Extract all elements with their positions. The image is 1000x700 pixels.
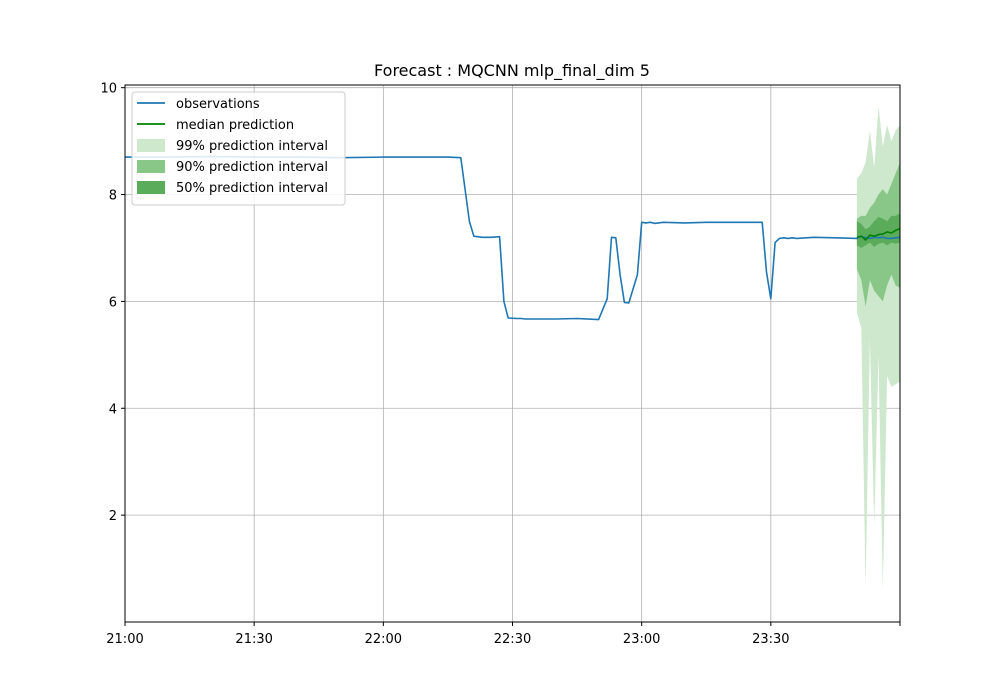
legend-box bbox=[131, 91, 346, 206]
legend-label-pi90: 90% prediction interval bbox=[176, 160, 328, 175]
legend-label-pi50: 50% prediction interval bbox=[176, 181, 328, 196]
legend-swatch-pi50 bbox=[137, 181, 165, 194]
band-50-percent bbox=[856, 213, 900, 248]
legend-swatch-pi90 bbox=[137, 160, 165, 173]
legend: observations median prediction 99% predict… bbox=[131, 91, 346, 206]
y-tick-label: 10 bbox=[100, 82, 117, 97]
x-tick-label: 22:30 bbox=[494, 632, 531, 647]
y-tick-label: 2 bbox=[109, 509, 117, 524]
x-tick-label: 23:00 bbox=[623, 632, 660, 647]
y-tick-label: 6 bbox=[109, 295, 117, 310]
prediction-bands bbox=[856, 106, 900, 590]
series-lines bbox=[125, 155, 901, 321]
x-tick-label: 23:30 bbox=[752, 632, 789, 647]
y-tick-label: 4 bbox=[109, 402, 117, 417]
y-axis: 2 4 6 8 10 bbox=[100, 82, 125, 524]
legend-label-pi99: 99% prediction interval bbox=[176, 139, 328, 154]
x-axis: 21:00 21:30 22:00 22:30 23:00 23:30 bbox=[106, 622, 901, 647]
chart-title: Forecast : MQCNN mlp_final_dim 5 bbox=[374, 61, 650, 81]
legend-swatch-pi99 bbox=[137, 139, 165, 152]
median-prediction-line bbox=[856, 227, 901, 241]
y-tick-label: 8 bbox=[109, 189, 117, 204]
observations-line bbox=[125, 155, 901, 321]
legend-label-observations: observations bbox=[176, 97, 260, 112]
x-tick-label: 22:00 bbox=[365, 632, 402, 647]
x-tick-label: 21:30 bbox=[235, 632, 272, 647]
x-tick-label: 21:00 bbox=[106, 632, 143, 647]
legend-label-median: median prediction bbox=[176, 118, 294, 133]
